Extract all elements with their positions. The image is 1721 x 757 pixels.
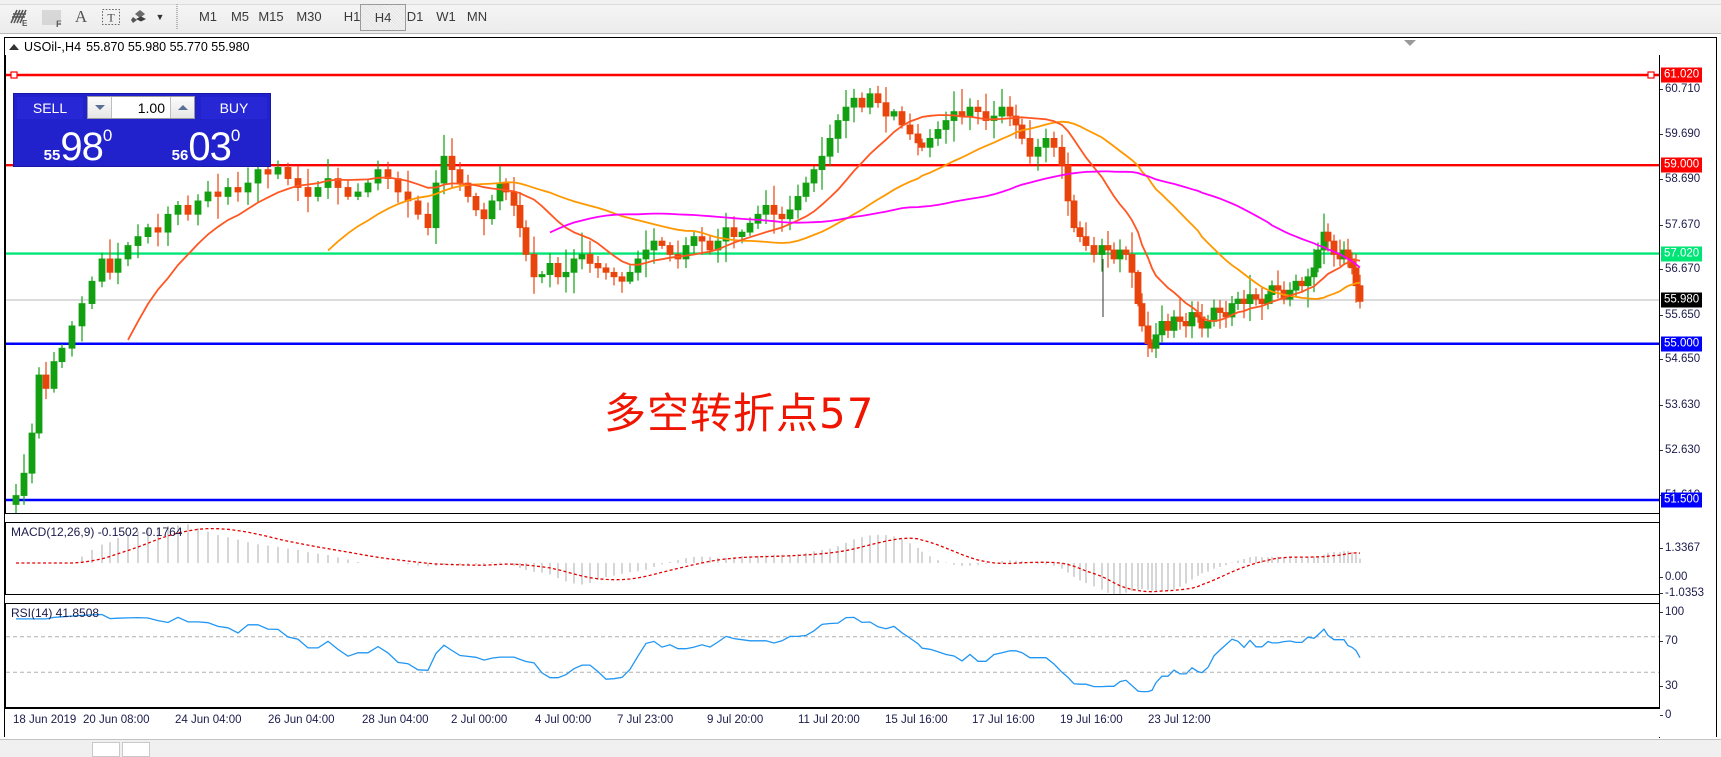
one-click-trading-panel[interactable]: SELL 1.00 BUY 55 98 0 56 03 0 [14, 94, 270, 166]
price-tick: 60.710 [1660, 83, 1700, 95]
rsi-tick: 30 [1660, 680, 1678, 692]
sell-button[interactable]: SELL [17, 97, 83, 119]
buy-price-prefix: 56 [171, 147, 189, 164]
timeframe-m5[interactable]: M5 [230, 9, 250, 24]
dropdown-arrow-icon[interactable]: ▼ [155, 12, 165, 22]
price-level-label[interactable]: 55.000 [1661, 336, 1703, 352]
macd-tick: 0.00 [1660, 571, 1687, 583]
rsi-tick: 70 [1660, 635, 1678, 647]
price-chart-canvas [6, 71, 1659, 513]
price-tick: 58.690 [1660, 173, 1700, 185]
toolbar-top-strip [0, 0, 1721, 5]
volume-input[interactable]: 1.00 [137, 99, 165, 116]
timeframe-m15[interactable]: M15 [258, 9, 284, 24]
time-label: 17 Jul 16:00 [972, 714, 1035, 726]
rsi-label: RSI(14) 41.8508 [11, 606, 100, 620]
text-box-icon[interactable]: T [98, 5, 124, 29]
main-toolbar: E F A T ▼ M1 M5 M15 M30 H1 H4 D1 W1 MN [0, 0, 1721, 34]
indicators-grid-f-icon[interactable]: F [38, 5, 64, 29]
rsi-pane[interactable]: RSI(14) 41.8508 [5, 603, 1660, 708]
price-tick: 54.650 [1660, 353, 1700, 365]
sell-price-prefix: 55 [43, 147, 61, 164]
time-label: 9 Jul 20:00 [707, 714, 764, 726]
price-tick: 57.670 [1660, 219, 1700, 231]
status-cell-1 [92, 742, 120, 757]
volume-increase-button[interactable] [170, 97, 194, 118]
svg-text:T: T [107, 11, 115, 25]
timeframe-h1[interactable]: H1 [343, 9, 361, 24]
sell-price-quote[interactable]: 55 98 0 [16, 121, 140, 166]
macd-label: MACD(12,26,9) -0.1502 -0.1764 [11, 525, 183, 539]
price-tick: 53.630 [1660, 399, 1700, 411]
buy-price-point: 0 [230, 126, 241, 145]
macd-tick: -1.0353 [1660, 587, 1704, 599]
chart-symbol-label: USOil-,H4 [24, 39, 82, 54]
timeframe-m30[interactable]: M30 [296, 9, 322, 24]
price-tick: 56.670 [1660, 263, 1700, 275]
time-label: 24 Jun 04:00 [175, 714, 242, 726]
volume-stepper[interactable]: 1.00 [87, 96, 195, 119]
macd-pane[interactable]: MACD(12,26,9) -0.1502 -0.1764 [5, 522, 1660, 595]
status-cell-2 [122, 742, 150, 757]
rsi-tick: 0 [1660, 709, 1671, 721]
trade-panel-controls: SELL 1.00 BUY [14, 94, 270, 120]
time-label: 23 Jul 12:00 [1148, 714, 1211, 726]
sell-price-point: 0 [102, 126, 113, 145]
caret-up-icon [177, 105, 188, 110]
timeframe-w1[interactable]: W1 [436, 9, 456, 24]
price-level-label[interactable]: 61.020 [1661, 67, 1703, 83]
timeframe-mn[interactable]: MN [466, 9, 488, 24]
time-label: 20 Jun 08:00 [83, 714, 150, 726]
price-level-label[interactable]: 51.500 [1661, 492, 1703, 508]
time-label: 11 Jul 20:00 [798, 714, 860, 726]
buy-button[interactable]: BUY [201, 97, 267, 119]
time-label: 18 Jun 2019 [13, 714, 77, 726]
buy-price-main: 03 [188, 125, 231, 166]
time-label: 7 Jul 23:00 [617, 714, 674, 726]
chart-titlebar: USOil-,H4 55.870 55.980 55.770 55.980 [5, 38, 1716, 55]
current-price-label: 55.980 [1661, 292, 1703, 308]
caret-down-icon [94, 105, 105, 110]
chart-ohlc-values: 55.870 55.980 55.770 55.980 [86, 39, 250, 54]
volume-decrease-button[interactable] [88, 97, 112, 118]
time-label: 15 Jul 16:00 [885, 714, 948, 726]
time-label: 19 Jul 16:00 [1060, 714, 1123, 726]
price-scale[interactable]: 60.710 59.690 58.690 57.670 56.670 55.650 54.6… [1659, 55, 1716, 738]
price-level-label[interactable]: 59.000 [1661, 157, 1703, 173]
timeframe-h4[interactable]: H4 [360, 4, 406, 31]
price-pane[interactable]: 多空转折点57 [5, 55, 1660, 514]
svg-text:E: E [22, 19, 28, 27]
buy-price-quote[interactable]: 56 03 0 [144, 121, 268, 166]
expert-advisors-icon[interactable]: E [6, 5, 32, 29]
time-axis[interactable]: 18 Jun 2019 20 Jun 08:00 24 Jun 04:00 26 Ju… [5, 708, 1660, 737]
text-label-icon[interactable]: A [74, 7, 88, 26]
price-tick: 55.650 [1660, 309, 1700, 321]
time-label: 26 Jun 04:00 [268, 714, 335, 726]
minimize-caret-icon[interactable] [1404, 40, 1416, 46]
objects-list-icon[interactable] [128, 5, 152, 29]
collapse-triangle-icon[interactable] [9, 43, 19, 50]
macd-tick: 1.3367 [1660, 542, 1700, 554]
time-label: 28 Jun 04:00 [362, 714, 429, 726]
timeframe-m1[interactable]: M1 [198, 9, 218, 24]
rsi-tick: 100 [1660, 606, 1684, 618]
chart-annotation-text: 多空转折点57 [604, 389, 875, 438]
chart-window: USOil-,H4 55.870 55.980 55.770 55.980 多空… [4, 37, 1717, 738]
price-tick: 52.630 [1660, 444, 1700, 456]
macd-canvas [16, 524, 1361, 594]
time-label: 2 Jul 00:00 [451, 714, 508, 726]
rsi-canvas [6, 613, 1659, 693]
price-level-label[interactable]: 57.020 [1661, 246, 1703, 262]
price-tick: 59.690 [1660, 128, 1700, 140]
time-label: 4 Jul 00:00 [535, 714, 592, 726]
timeframe-d1[interactable]: D1 [406, 9, 424, 24]
status-bar [0, 739, 1721, 757]
toolbar-separator [174, 4, 181, 30]
sell-price-main: 98 [60, 125, 103, 166]
